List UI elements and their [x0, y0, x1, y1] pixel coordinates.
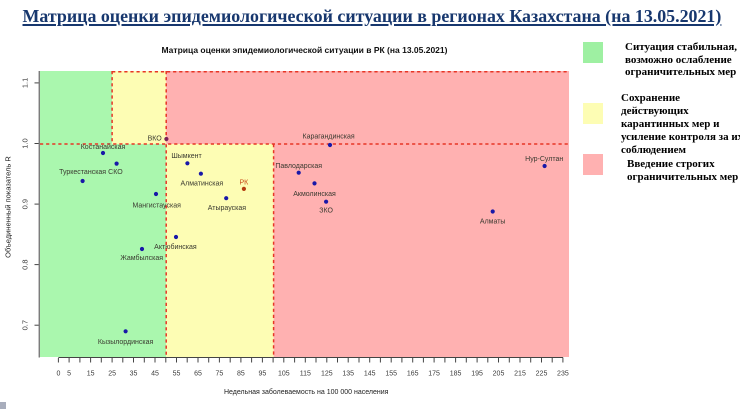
svg-text:235: 235 — [557, 371, 569, 378]
svg-text:Алматы: Алматы — [480, 219, 506, 226]
svg-text:Актюбинская: Актюбинская — [154, 243, 197, 251]
svg-text:55: 55 — [173, 371, 181, 378]
svg-text:45: 45 — [151, 371, 159, 378]
svg-text:Нур-Султан: Нур-Султан — [525, 156, 563, 163]
svg-text:185: 185 — [450, 371, 462, 378]
svg-text:Карагандинская: Карагандинская — [303, 134, 355, 141]
svg-text:ЗКО: ЗКО — [319, 208, 333, 215]
svg-text:195: 195 — [471, 371, 483, 378]
svg-text:Акмолинская: Акмолинская — [293, 191, 336, 198]
svg-text:Костанайская: Костанайская — [81, 143, 126, 151]
svg-text:1.0: 1.0 — [21, 138, 30, 148]
svg-text:75: 75 — [216, 371, 224, 378]
svg-text:ВКО: ВКО — [148, 136, 163, 143]
svg-text:0: 0 — [56, 371, 60, 378]
svg-text:225: 225 — [536, 371, 548, 378]
svg-text:125: 125 — [321, 371, 333, 378]
svg-text:Атырауская: Атырауская — [208, 205, 246, 212]
svg-text:РК: РК — [240, 180, 250, 187]
svg-text:15: 15 — [87, 371, 95, 378]
svg-text:1.1: 1.1 — [21, 78, 30, 88]
svg-text:105: 105 — [278, 371, 290, 378]
svg-text:0.9: 0.9 — [21, 199, 30, 209]
svg-text:95: 95 — [259, 371, 267, 378]
svg-text:35: 35 — [130, 371, 138, 378]
svg-text:Шымкент: Шымкент — [171, 153, 202, 160]
svg-text:205: 205 — [493, 371, 505, 378]
svg-text:65: 65 — [194, 371, 202, 378]
svg-text:5: 5 — [67, 371, 71, 378]
svg-text:155: 155 — [385, 371, 397, 378]
svg-text:165: 165 — [407, 371, 419, 378]
svg-text:0.7: 0.7 — [21, 320, 30, 330]
svg-text:Жамбылская: Жамбылская — [120, 254, 163, 262]
svg-text:Кызылординская: Кызылординская — [98, 339, 154, 346]
svg-text:135: 135 — [342, 371, 354, 378]
svg-text:85: 85 — [237, 371, 245, 378]
svg-text:Алматинская: Алматинская — [180, 181, 223, 188]
svg-text:Туркестанская: Туркестанская — [59, 169, 106, 176]
svg-text:25: 25 — [108, 371, 116, 378]
svg-text:Павлодарская: Павлодарская — [275, 163, 322, 170]
svg-text:0.8: 0.8 — [21, 259, 30, 269]
svg-text:175: 175 — [428, 371, 440, 378]
svg-text:215: 215 — [514, 371, 526, 378]
svg-text:145: 145 — [364, 371, 376, 378]
svg-text:Мангистауская: Мангистауская — [132, 203, 181, 210]
svg-text:115: 115 — [300, 371, 311, 378]
svg-text:СКО: СКО — [108, 169, 123, 176]
